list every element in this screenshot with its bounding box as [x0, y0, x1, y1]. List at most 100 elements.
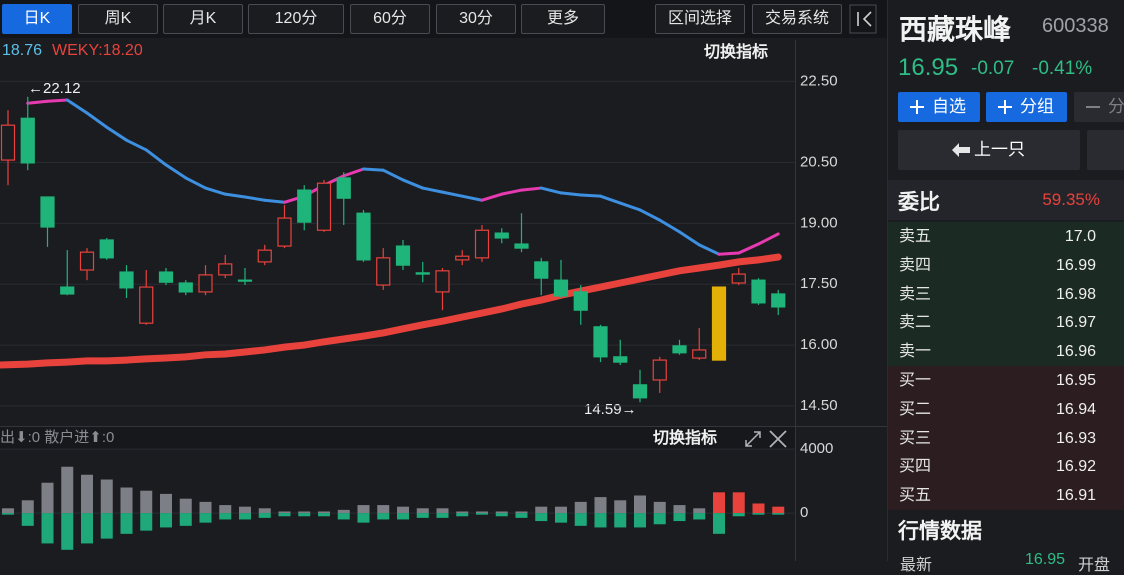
bar [337, 509, 350, 514]
bar [693, 508, 706, 514]
bar [278, 513, 291, 517]
bar [555, 506, 567, 514]
group-button[interactable]: 分组 [986, 92, 1067, 122]
bar [140, 513, 153, 531]
order-row: 卖一 16.96 [888, 337, 1124, 367]
line-segment [717, 251, 741, 256]
candle-body [198, 274, 213, 293]
candle-body [593, 326, 608, 358]
line-segment [480, 192, 504, 202]
order-level: 买四 [899, 458, 932, 476]
bar [179, 513, 192, 526]
order-level: 卖一 [899, 343, 932, 361]
prev-button[interactable]: 上一只 [898, 130, 1080, 170]
line-segment [243, 195, 267, 202]
candle-body [632, 384, 648, 399]
bar [278, 511, 291, 514]
order-row: 买三 16.93 [888, 423, 1124, 453]
period-tab[interactable]: 周K [78, 4, 158, 34]
candle-body [751, 279, 766, 304]
bar [81, 513, 93, 544]
bar [199, 513, 212, 523]
bar [535, 506, 548, 514]
line-segment [737, 242, 760, 255]
tool-button[interactable]: 交易系统 [752, 4, 842, 34]
candle-body [435, 270, 450, 293]
bar [397, 506, 409, 514]
market-title: 行情数据 [898, 520, 982, 543]
bar [456, 511, 469, 514]
bar [732, 492, 745, 514]
bar [318, 511, 330, 514]
bar [772, 506, 785, 514]
bar [634, 495, 646, 514]
candle-body [356, 212, 371, 261]
expand-icon[interactable] [745, 431, 761, 447]
bar [21, 513, 34, 526]
bar [772, 513, 785, 515]
line-segment [500, 188, 523, 196]
line-segment [678, 230, 701, 247]
watch-button[interactable]: 自选 [898, 92, 980, 122]
tool-button[interactable]: 区间选择 [655, 4, 745, 34]
order-row: 买四 16.92 [888, 452, 1124, 482]
candle-body [297, 189, 312, 223]
switch-indicator[interactable]: 切换指标 [704, 42, 768, 61]
collapse-icon[interactable] [849, 4, 877, 34]
period-tab[interactable]: 30分 [436, 4, 516, 34]
period-tab[interactable]: 60分 [350, 4, 430, 34]
line-segment [638, 208, 662, 222]
candle-body [139, 286, 154, 324]
plus-icon [998, 100, 1012, 114]
bar [41, 482, 54, 514]
line-segment [757, 232, 780, 246]
bar [318, 513, 330, 517]
bar [199, 501, 212, 514]
close-icon[interactable] [769, 430, 787, 448]
bar [61, 466, 74, 514]
bar [81, 474, 93, 514]
line-segment [26, 99, 49, 105]
more-button[interactable]: 分 [1074, 92, 1124, 122]
period-tab[interactable]: 更多 [521, 4, 605, 34]
order-level: 卖五 [899, 228, 932, 245]
order-row: 买二 16.94 [888, 394, 1124, 424]
next-button[interactable] [1087, 130, 1124, 170]
bar [673, 513, 686, 522]
bar [515, 513, 528, 518]
line-segment [263, 198, 286, 204]
bar [2, 513, 14, 515]
bar [357, 513, 370, 523]
line-segment [105, 125, 128, 142]
y-tick-label: 14.50 [800, 397, 838, 414]
bar [614, 513, 627, 528]
stock-name: 西藏珠峰 [899, 14, 1012, 45]
order-price: 16.96 [1055, 343, 1096, 361]
stock-code: 600338 [1042, 15, 1109, 37]
line-segment [658, 218, 681, 234]
minus-icon [1086, 106, 1100, 108]
bar [219, 505, 232, 514]
order-price: 17.0 [1064, 228, 1096, 245]
latest-price: 16.95 [1025, 551, 1066, 568]
candle-body [731, 273, 746, 284]
bar [436, 513, 449, 518]
line-segment [381, 168, 405, 182]
bar [476, 513, 488, 515]
switch-indicator[interactable]: 切换指标 [653, 428, 717, 447]
period-tab[interactable]: 120分 [248, 4, 344, 34]
arrow-icon [952, 143, 970, 157]
line-segment [520, 186, 543, 192]
candle-body [178, 282, 193, 293]
y-tick-label: 19.00 [800, 214, 838, 231]
candle-body [60, 286, 75, 295]
bar [120, 487, 133, 514]
order-row: 买五 16.91 [888, 481, 1124, 511]
order-row: 卖五 17.0 [888, 222, 1124, 251]
bar [61, 513, 74, 550]
period-tab[interactable]: 日K [2, 4, 72, 34]
period-tab[interactable]: 月K [163, 4, 243, 34]
bar [239, 506, 251, 514]
button-label: 上一只 [974, 140, 1025, 159]
order-level: 买五 [899, 487, 932, 505]
